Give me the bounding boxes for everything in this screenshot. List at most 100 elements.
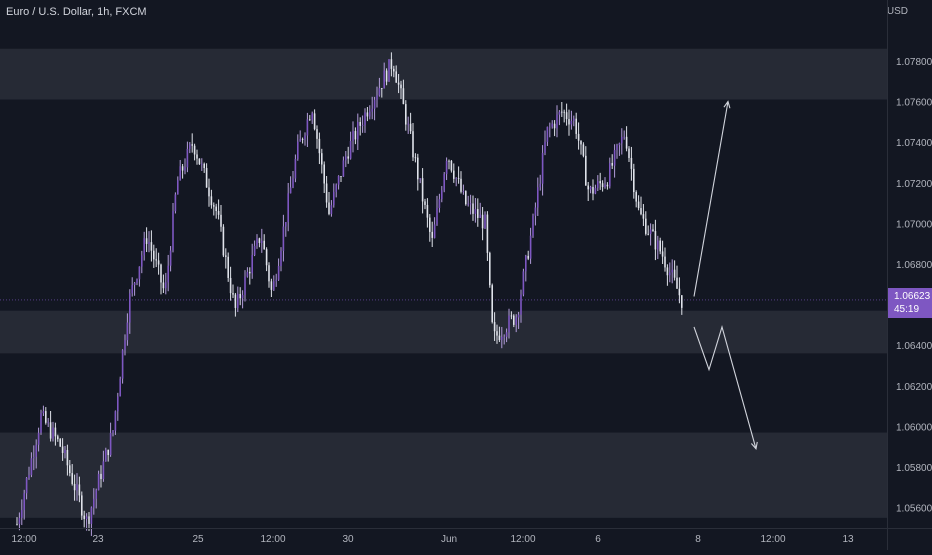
candle-body — [275, 279, 277, 282]
candle-body — [258, 238, 261, 243]
candle-body — [601, 183, 604, 188]
candle-body — [85, 516, 88, 520]
candle-body — [529, 235, 532, 259]
zone-2 — [0, 432, 887, 518]
candle-body — [661, 251, 664, 257]
candle-body — [611, 163, 613, 166]
candle-body — [640, 208, 642, 215]
candle-body — [337, 176, 340, 185]
y-tick-label: 1.07200 — [896, 179, 932, 190]
candle-body — [66, 450, 69, 466]
candle-body — [282, 226, 285, 251]
candle-body — [592, 186, 594, 194]
candle-body — [407, 123, 409, 125]
candle-body — [369, 111, 371, 117]
candle-body — [412, 131, 414, 158]
candle-body — [198, 158, 201, 165]
candle-body — [443, 174, 445, 191]
candle-body — [45, 411, 47, 423]
candle-body — [157, 260, 160, 265]
candle-body — [390, 59, 393, 69]
candle-body — [357, 121, 359, 140]
candle-body — [417, 157, 419, 180]
candle-body — [285, 222, 287, 227]
candle-body — [604, 184, 606, 188]
projection-arrow-0 — [693, 101, 729, 297]
candle-body — [25, 478, 28, 494]
candle-body — [649, 229, 652, 234]
candle-body — [249, 271, 251, 274]
candle-body — [328, 202, 330, 214]
candle-body — [167, 265, 169, 283]
zone-0 — [0, 48, 887, 100]
candle-body — [659, 240, 661, 252]
candle-body — [532, 215, 534, 236]
time-axis-separator — [0, 528, 932, 529]
x-tick-label: Jun — [441, 534, 457, 545]
candle-body — [153, 250, 155, 260]
candle-body — [630, 157, 633, 169]
candle-body — [652, 229, 654, 232]
candle-body — [424, 201, 426, 205]
candle-body — [95, 490, 97, 499]
candles — [16, 52, 683, 536]
x-tick-label: 6 — [595, 534, 601, 545]
candle-body — [100, 473, 102, 480]
x-tick-label: 12:00 — [510, 534, 535, 545]
candle-body — [145, 238, 148, 244]
candle-body — [177, 180, 179, 195]
candle-body — [241, 295, 244, 299]
candle-body — [599, 181, 601, 184]
candle-body — [364, 112, 366, 126]
candle-body — [189, 144, 191, 149]
x-tick-label: 12:00 — [260, 534, 285, 545]
candle-body — [119, 378, 121, 397]
candle-body — [323, 164, 325, 184]
candle-body — [217, 211, 220, 215]
candle-body — [666, 267, 669, 276]
candle-body — [105, 449, 107, 462]
y-tick-label: 1.06200 — [896, 382, 932, 393]
candle-body — [462, 191, 465, 192]
candle-body — [642, 214, 645, 219]
candle-body — [429, 217, 431, 232]
candle-body — [414, 157, 417, 159]
candle-body — [594, 188, 597, 194]
candle-body — [544, 141, 546, 153]
candle-body — [501, 336, 503, 341]
y-tick-label: 1.07600 — [896, 98, 932, 109]
candle-body — [484, 214, 486, 229]
candle-body — [628, 148, 630, 158]
candle-body — [222, 226, 225, 256]
candle-body — [261, 240, 263, 243]
candle-body — [433, 224, 436, 238]
candle-body — [561, 111, 563, 113]
candle-body — [609, 163, 611, 187]
candle-body — [292, 178, 294, 188]
candle-body — [385, 70, 388, 82]
candle-body — [577, 133, 580, 141]
chart-title: Euro / U.S. Dollar, 1h, FXCM — [6, 6, 147, 18]
candle-body — [37, 432, 40, 445]
candle-body — [244, 276, 246, 296]
candle-body — [635, 192, 637, 202]
candle-body — [359, 121, 361, 126]
candle-body — [467, 203, 469, 205]
candle-body — [580, 140, 582, 145]
candle-body — [568, 119, 570, 125]
candle-body — [229, 277, 232, 294]
candle-body — [465, 191, 467, 205]
candle-body — [645, 218, 647, 234]
candle-body — [421, 178, 424, 202]
candle-body — [573, 118, 575, 121]
y-tick-label: 1.07800 — [896, 57, 932, 68]
candle-body — [558, 111, 561, 115]
candle-body — [522, 271, 525, 295]
candle-body — [503, 336, 505, 338]
price-axis-separator — [887, 0, 888, 550]
candle-body — [234, 294, 237, 308]
candle-body — [582, 144, 585, 156]
candle-body — [270, 281, 273, 290]
